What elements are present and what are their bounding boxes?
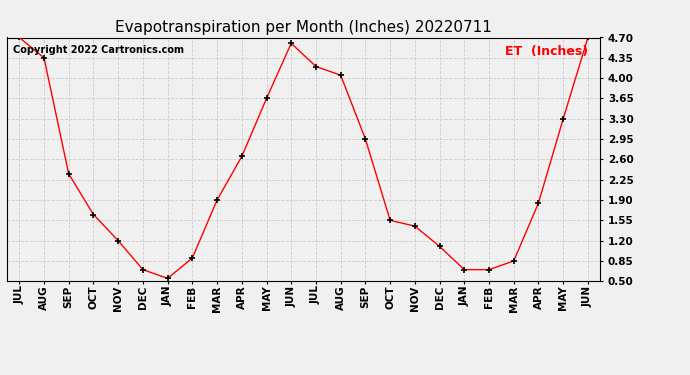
Text: Copyright 2022 Cartronics.com: Copyright 2022 Cartronics.com (13, 45, 184, 55)
Text: ET  (Inches): ET (Inches) (505, 45, 589, 58)
Title: Evapotranspiration per Month (Inches) 20220711: Evapotranspiration per Month (Inches) 20… (115, 20, 492, 35)
